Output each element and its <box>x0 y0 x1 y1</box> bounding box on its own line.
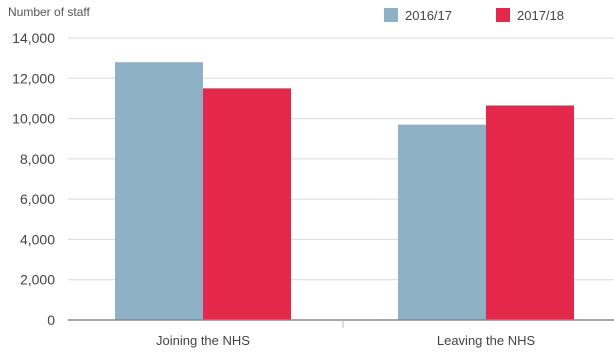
y-tick-label: 2,000 <box>20 272 55 288</box>
legend: 2016/17 2017/18 <box>384 8 564 23</box>
bar-1-1 <box>486 105 574 320</box>
y-tick-label: 4,000 <box>20 231 55 247</box>
y-tick-label: 8,000 <box>20 151 55 167</box>
bar-0-1 <box>203 88 291 320</box>
y-tick-label: 10,000 <box>12 111 55 127</box>
legend-swatch <box>496 8 510 22</box>
y-tick-label: 12,000 <box>12 70 55 86</box>
legend-label: 2016/17 <box>405 8 452 23</box>
y-tick-label: 6,000 <box>20 191 55 207</box>
x-axis-categories: Joining the NHS Leaving the NHS <box>156 333 535 348</box>
x-axis <box>68 319 614 328</box>
y-tick-label: 0 <box>47 312 55 328</box>
bar-1-0 <box>398 124 486 320</box>
x-category-label: Leaving the NHS <box>437 333 536 348</box>
y-tick-label: 14,000 <box>12 30 55 46</box>
legend-swatch <box>384 8 398 22</box>
y-axis-title: Number of staff <box>8 5 90 19</box>
bars-group <box>115 62 574 321</box>
y-axis-ticks: 0 2,000 4,000 6,000 8,000 10,000 12,000 14,000 <box>12 30 55 328</box>
legend-label: 2017/18 <box>517 8 564 23</box>
bar-0-0 <box>115 62 203 321</box>
x-category-label: Joining the NHS <box>156 333 250 348</box>
